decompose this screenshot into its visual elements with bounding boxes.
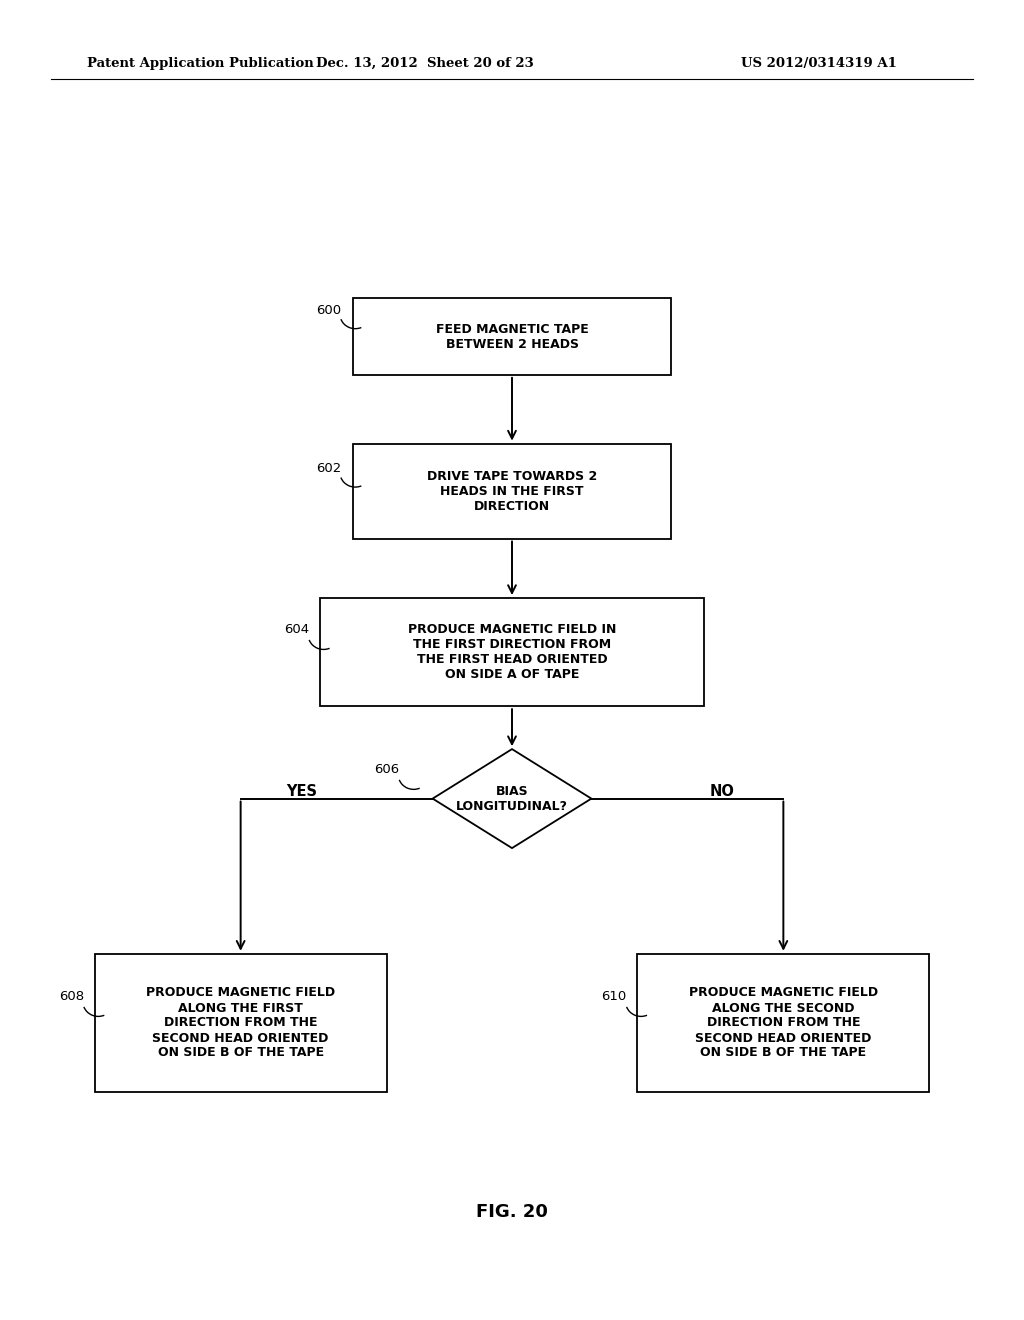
Text: US 2012/0314319 A1: US 2012/0314319 A1 <box>741 57 897 70</box>
Text: 610: 610 <box>601 990 627 1003</box>
Text: Dec. 13, 2012  Sheet 20 of 23: Dec. 13, 2012 Sheet 20 of 23 <box>316 57 534 70</box>
Text: PRODUCE MAGNETIC FIELD IN
THE FIRST DIRECTION FROM
THE FIRST HEAD ORIENTED
ON SI: PRODUCE MAGNETIC FIELD IN THE FIRST DIRE… <box>408 623 616 681</box>
Text: 608: 608 <box>58 990 84 1003</box>
Bar <box>94 953 386 1093</box>
Text: Patent Application Publication: Patent Application Publication <box>87 57 313 70</box>
Text: YES: YES <box>287 784 317 800</box>
Text: BIAS
LONGITUDINAL?: BIAS LONGITUDINAL? <box>456 784 568 813</box>
Text: PRODUCE MAGNETIC FIELD
ALONG THE FIRST
DIRECTION FROM THE
SECOND HEAD ORIENTED
O: PRODUCE MAGNETIC FIELD ALONG THE FIRST D… <box>146 986 335 1060</box>
Text: FIG. 20: FIG. 20 <box>476 1203 548 1221</box>
Bar <box>353 444 671 539</box>
Bar <box>353 298 671 375</box>
Text: 606: 606 <box>374 763 399 776</box>
Text: DRIVE TAPE TOWARDS 2
HEADS IN THE FIRST
DIRECTION: DRIVE TAPE TOWARDS 2 HEADS IN THE FIRST … <box>427 470 597 512</box>
Text: FEED MAGNETIC TAPE
BETWEEN 2 HEADS: FEED MAGNETIC TAPE BETWEEN 2 HEADS <box>435 322 589 351</box>
Text: PRODUCE MAGNETIC FIELD
ALONG THE SECOND
DIRECTION FROM THE
SECOND HEAD ORIENTED
: PRODUCE MAGNETIC FIELD ALONG THE SECOND … <box>689 986 878 1060</box>
Text: NO: NO <box>710 784 734 800</box>
Polygon shape <box>432 750 592 847</box>
Text: 604: 604 <box>284 623 309 636</box>
Text: 600: 600 <box>315 304 341 317</box>
Bar <box>319 598 705 706</box>
Bar <box>637 953 930 1093</box>
Text: 602: 602 <box>315 462 341 475</box>
